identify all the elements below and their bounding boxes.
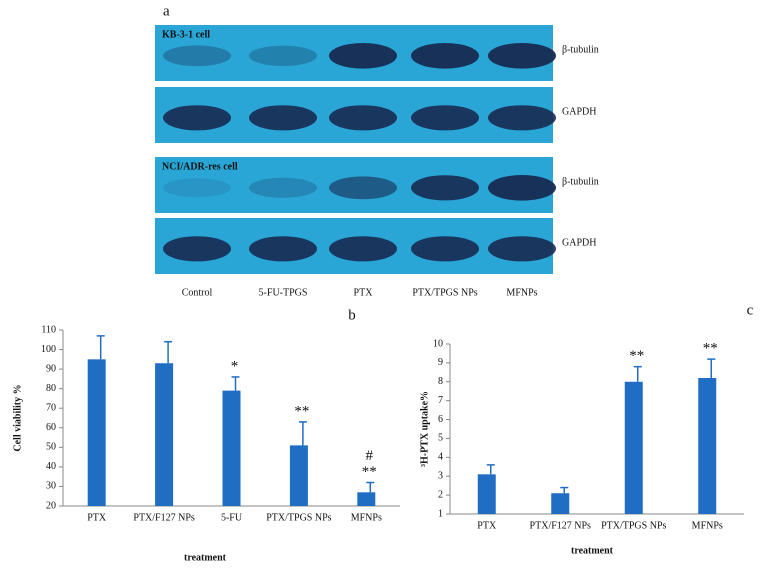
bar: [624, 381, 643, 514]
y-axis-label: Cell viability %: [12, 384, 23, 451]
x-axis-label: treatment: [571, 545, 614, 556]
blot-band: [329, 105, 397, 131]
bar: [155, 363, 174, 506]
y-tick-label: 60: [46, 422, 56, 433]
significance-mark: #: [366, 448, 374, 464]
bar: [551, 493, 570, 514]
blot-band: [249, 236, 317, 262]
lane-label: PTX: [354, 287, 374, 298]
bar: [289, 445, 308, 506]
y-tick-label: 30: [46, 481, 56, 492]
y-tick-label: 7: [438, 395, 443, 406]
y-tick-label: 5: [438, 433, 443, 444]
x-tick-label: MFNPs: [351, 512, 382, 523]
blot-band: [329, 43, 397, 69]
blot-band: [411, 175, 479, 201]
y-tick-label: 40: [46, 461, 56, 472]
blot-band: [329, 176, 397, 200]
blot-band: [163, 236, 231, 262]
lane-label: PTX/TPGS NPs: [412, 287, 477, 298]
y-tick-label: 70: [46, 403, 56, 414]
x-tick-label: PTX/TPGS NPs: [601, 520, 666, 531]
western-blot: β-tubulin GAPDH KB-3-1 cell β-tubulin GAPDH N…: [155, 25, 599, 298]
y-tick-label: 90: [46, 363, 56, 374]
y-tick-label: 50: [46, 442, 56, 453]
lane-label: 5-FU-TPGS: [259, 287, 308, 298]
bar: [87, 359, 106, 506]
row-label: β-tubulin: [562, 176, 599, 187]
bar: [357, 492, 376, 506]
blot-band: [249, 177, 317, 198]
bar: [477, 474, 496, 514]
blot-band: [163, 45, 231, 67]
panel-label: b: [348, 307, 356, 323]
significance-mark: **: [629, 348, 644, 364]
row-label: GAPDH: [562, 106, 596, 117]
y-tick-label: 110: [41, 324, 56, 335]
y-tick-label: 10: [433, 338, 443, 349]
y-tick-label: 100: [41, 344, 56, 355]
x-tick-label: PTX/F127 NPs: [133, 512, 195, 523]
significance-mark: **: [703, 341, 718, 357]
x-tick-label: 5-FU: [221, 512, 243, 523]
y-tick-label: 80: [46, 383, 56, 394]
y-axis-label: ³H-PTX uptake%: [419, 391, 430, 467]
x-tick-label: PTX: [477, 520, 497, 531]
significance-mark: **: [362, 464, 377, 480]
y-tick-label: 4: [438, 452, 443, 463]
blot-band: [411, 236, 479, 262]
x-tick-label: PTX/TPGS NPs: [266, 512, 331, 523]
bar: [222, 390, 241, 506]
y-tick-label: 3: [438, 471, 443, 482]
blot-band: [488, 105, 556, 131]
y-tick-label: 9: [438, 357, 443, 368]
lane-label: Control: [182, 287, 213, 298]
x-tick-label: PTX: [87, 512, 107, 523]
panel-label: c: [747, 302, 754, 318]
x-axis-label: treatment: [184, 552, 227, 563]
bar: [698, 378, 717, 514]
blot-band: [329, 236, 397, 262]
y-tick-label: 6: [438, 414, 443, 425]
blot-band: [411, 43, 479, 69]
blot-band: [488, 236, 556, 262]
y-tick-label: 20: [46, 500, 56, 511]
cell-label: KB-3-1 cell: [162, 29, 210, 40]
blot-band: [163, 178, 231, 198]
panel-label: a: [163, 3, 170, 19]
blot-band: [488, 175, 556, 201]
blot-band: [488, 43, 556, 69]
blot-band: [163, 105, 231, 131]
cell-label: NCI/ADR-res cell: [162, 161, 238, 172]
y-tick-label: 2: [438, 489, 443, 500]
x-tick-label: MFNPs: [692, 520, 723, 531]
row-label: GAPDH: [562, 237, 596, 248]
blot-band: [411, 105, 479, 131]
blot-band: [249, 45, 317, 66]
significance-mark: *: [231, 358, 239, 374]
row-label: β-tubulin: [562, 44, 599, 55]
blot-band: [249, 105, 317, 131]
significance-mark: **: [294, 403, 309, 419]
y-tick-label: 8: [438, 376, 443, 387]
y-tick-label: 1: [438, 508, 443, 519]
x-tick-label: PTX/F127 NPs: [530, 520, 592, 531]
lane-label: MFNPs: [506, 287, 537, 298]
